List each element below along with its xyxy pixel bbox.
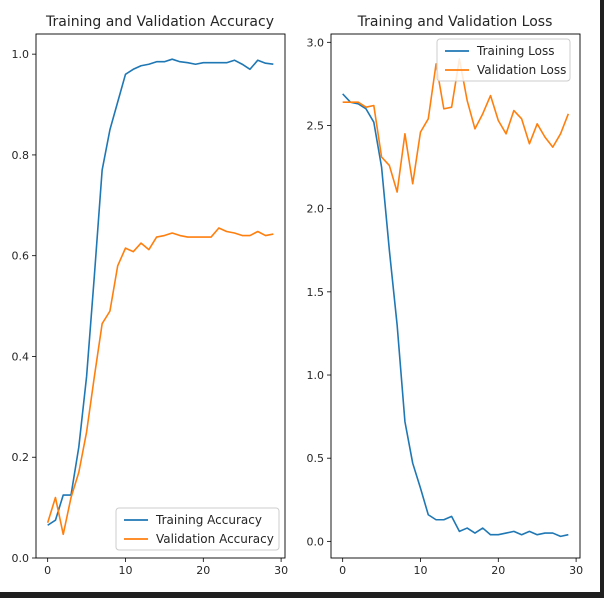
y-tick-label: 2.5: [307, 119, 325, 132]
legend-label: Training Accuracy: [155, 513, 262, 527]
legend: Training Accuracy Validation Accuracy: [115, 507, 280, 551]
legend-label: Training Loss: [476, 44, 554, 58]
axes-frame: [330, 33, 581, 559]
y-tick-label: 0.4: [12, 350, 30, 363]
y-tick-label: 0.2: [12, 451, 30, 464]
legend-box: [436, 38, 571, 82]
accuracy-chart: Training and Validation Accuracy 0 10 20 30…: [12, 14, 289, 577]
x-tick-label: 0: [339, 564, 346, 577]
y-tick-label: 1.0: [12, 48, 30, 61]
x-tick-label: 20: [196, 564, 210, 577]
series-line-2: [342, 58, 570, 193]
axes-frame: [35, 33, 286, 559]
series-line-1: [47, 58, 274, 526]
x-tick-label: 10: [413, 564, 427, 577]
series-line-2: [46, 227, 274, 536]
legend-label: Validation Loss: [477, 63, 566, 77]
y-tick-label: 0.0: [12, 552, 30, 565]
x-tick-label: 10: [118, 564, 132, 577]
y-tick-label: 0.8: [12, 149, 30, 162]
x-tick-label: 30: [569, 564, 583, 577]
x-tick-label: 20: [491, 564, 505, 577]
series-line-1: [342, 93, 569, 538]
x-tick-label: 0: [44, 564, 51, 577]
loss-chart-title: Training and Validation Loss: [357, 14, 553, 30]
legend-box: [115, 507, 280, 551]
y-tick-label: 0.0: [307, 535, 325, 548]
y-tick-label: 1.0: [307, 369, 325, 382]
x-tick-label: 30: [274, 564, 288, 577]
legend: Training Loss Validation Loss: [436, 38, 571, 82]
y-tick-label: 0.6: [12, 250, 30, 263]
accuracy-chart-title: Training and Validation Accuracy: [45, 14, 274, 30]
y-tick-label: 1.5: [307, 286, 325, 299]
y-tick-label: 0.5: [307, 452, 325, 465]
y-tick-label: 3.0: [307, 36, 325, 49]
legend-label: Validation Accuracy: [156, 532, 274, 546]
y-tick-label: 2.0: [307, 203, 325, 216]
loss-chart: Training and Validation Loss 0 10 20 30 0.0 0…: [307, 14, 584, 577]
